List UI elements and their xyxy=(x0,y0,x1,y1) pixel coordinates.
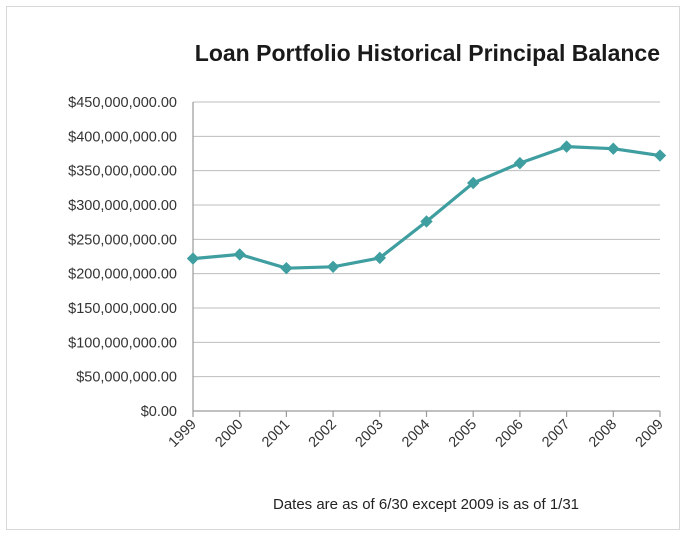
data-point-1999 xyxy=(186,252,200,265)
data-point-2001 xyxy=(280,261,293,275)
y-tick-label: $200,000,000.00 xyxy=(68,267,177,283)
x-tick-label: 2008 xyxy=(586,417,620,451)
data-point-2008 xyxy=(607,142,620,155)
y-tick-label: $250,000,000.00 xyxy=(68,232,177,248)
data-point-2009 xyxy=(653,149,667,162)
x-tick-labels: 1999 2000 2001 2002 2003 2004 2005 2006 2007 2008… xyxy=(166,417,667,451)
x-tick-label: 2009 xyxy=(633,417,667,451)
data-point-2007 xyxy=(560,140,573,153)
y-tick-label: $350,000,000.00 xyxy=(68,164,177,180)
y-tick-label: $100,000,000.00 xyxy=(68,335,177,351)
data-point-2006 xyxy=(513,156,527,170)
data-point-2002 xyxy=(326,260,340,274)
x-tick-label: 2004 xyxy=(399,417,433,451)
x-tick-label: 2001 xyxy=(259,417,293,451)
chart-footnote: Dates are as of 6/30 except 2009 is as o… xyxy=(273,496,579,513)
chart-title: Loan Portfolio Historical Principal Bala… xyxy=(195,40,660,66)
y-tick-label: $450,000,000.00 xyxy=(68,95,177,111)
data-point-2005 xyxy=(466,176,480,190)
x-tick-label: 2002 xyxy=(306,417,340,451)
x-tick-label: 2003 xyxy=(352,417,386,451)
y-tick-label: $300,000,000.00 xyxy=(68,198,177,214)
x-tick-label: 1999 xyxy=(166,417,200,451)
data-point-2000 xyxy=(233,248,246,261)
data-point-2004 xyxy=(420,215,433,228)
x-tick-label: 2000 xyxy=(212,417,246,451)
gridlines xyxy=(193,101,660,378)
y-tick-label: $150,000,000.00 xyxy=(68,301,177,317)
x-tick-label: 2007 xyxy=(539,417,573,451)
data-point-2003 xyxy=(373,251,387,265)
y-tick-label: $0.00 xyxy=(141,404,177,420)
x-tick-label: 2006 xyxy=(493,417,527,451)
series-layer xyxy=(186,140,667,275)
chart-frame xyxy=(6,6,680,530)
y-tick-label: $50,000,000.00 xyxy=(76,370,177,386)
y-tick-label: $400,000,000.00 xyxy=(68,129,177,145)
series-line xyxy=(191,145,662,270)
y-tick-labels: $0.00 $50,000,000.00 $100,000,000.00 $150,0… xyxy=(68,95,177,420)
x-tick-label: 2005 xyxy=(446,417,480,451)
